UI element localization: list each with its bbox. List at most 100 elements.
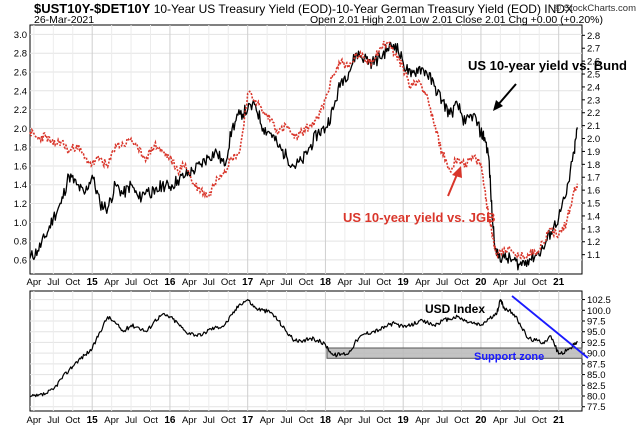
stockcharts-brand: © StockCharts.com (554, 3, 636, 14)
top-x-tick-label: Jul (280, 277, 292, 288)
top-x-tick-label: Oct (299, 277, 314, 288)
top-x-tick-label: Apr (26, 277, 41, 288)
bottom-x-tick-label: Oct (454, 415, 469, 426)
right-tick-label: 1.5 (587, 199, 600, 210)
bund-annotation: US 10-year yield vs. Bund (468, 58, 627, 73)
bottom-x-tick-label: Jul (125, 415, 137, 426)
top-x-tick-label: Apr (493, 277, 508, 288)
bottom-x-tick-label: 21 (553, 415, 565, 426)
jgb-spread-series (29, 40, 579, 261)
bottom-x-tick-label: Apr (493, 415, 508, 426)
left-tick-label: 0.8 (14, 237, 27, 248)
left-tick-label: 1.4 (14, 180, 27, 191)
jgb-arrow (447, 166, 462, 197)
top-x-tick-label: Apr (337, 277, 352, 288)
bund-arrow (493, 83, 517, 111)
left-tick-label: 2.2 (14, 105, 27, 116)
bottom-x-tick-label: 18 (320, 415, 332, 426)
chart-description: 10-Year US Treasury Yield (EOD)-10-Year … (153, 2, 573, 16)
top-gridlines (30, 25, 582, 274)
bund-spread-series (29, 41, 578, 271)
bottom-gridlines (30, 291, 582, 411)
right-tick-label: 1.8 (587, 160, 600, 171)
bottom-x-tick-label: Oct (376, 415, 391, 426)
top-x-tick-label: Jul (47, 277, 59, 288)
usd-tick-label: 102.5 (587, 295, 611, 306)
bottom-x-tick-label: Apr (337, 415, 352, 426)
usd-tick-label: 92.5 (587, 338, 606, 349)
top-x-tick-label: Oct (454, 277, 469, 288)
bottom-x-tick-label: Oct (299, 415, 314, 426)
support-zone-label: Support zone (474, 351, 544, 363)
bottom-x-tick-label: 20 (475, 415, 487, 426)
bottom-x-tick-label: Jul (436, 415, 448, 426)
top-x-tick-label: Oct (376, 277, 391, 288)
top-x-tick-label: Apr (260, 277, 275, 288)
left-tick-label: 1.2 (14, 199, 27, 210)
top-x-tick-label: Jul (436, 277, 448, 288)
left-tick-label: 0.6 (14, 255, 27, 266)
bottom-x-tick-label: Apr (104, 415, 119, 426)
chart-date: 26-Mar-2021 (34, 14, 95, 26)
usd-tick-label: 100.0 (587, 306, 611, 317)
top-x-tick-label: 18 (320, 277, 332, 288)
bottom-x-axis: Apr Jul Oct 15 Apr Jul Oct 16 Apr Jul Oct 17 Apr Jul O… (26, 415, 564, 426)
usd-tick-label: 90.0 (587, 349, 606, 360)
bottom-x-tick-label: Apr (260, 415, 275, 426)
ohlc-readout: Open 2.01 High 2.01 Low 2.01 Close 2.01 … (309, 14, 603, 26)
top-x-tick-label: 20 (475, 277, 487, 288)
right-tick-label: 2.4 (587, 82, 600, 93)
left-tick-label: 1.6 (14, 161, 27, 172)
left-tick-label: 1.0 (14, 218, 27, 229)
usd-tick-label: 87.5 (587, 359, 606, 370)
right-tick-label: 2.1 (587, 121, 600, 132)
bottom-x-tick-label: Jul (280, 415, 292, 426)
top-x-tick-label: 21 (553, 277, 565, 288)
left-tick-label: 2.8 (14, 49, 27, 60)
bottom-x-tick-label: Oct (532, 415, 547, 426)
chart-title-line: $UST10Y-$DET10Y 10-Year US Treasury Yiel… (34, 1, 573, 16)
bottom-x-tick-label: Apr (182, 415, 197, 426)
bottom-x-tick-label: Oct (143, 415, 158, 426)
chart-symbol: $UST10Y-$DET10Y (34, 1, 151, 16)
bottom-x-tick-label: 16 (164, 415, 176, 426)
top-x-tick-label: Jul (203, 277, 215, 288)
right-tick-label: 2.7 (587, 44, 600, 55)
top-x-tick-label: 19 (398, 277, 410, 288)
right-tick-label: 2.8 (587, 31, 600, 42)
usd-index-series (29, 299, 578, 398)
bottom-x-tick-label: 17 (242, 415, 254, 426)
top-x-tick-label: Apr (104, 277, 119, 288)
right-tick-label: 2.2 (587, 108, 600, 119)
right-tick-label: 1.6 (587, 186, 600, 197)
right-tick-label: 1.2 (587, 237, 600, 248)
top-x-tick-label: 17 (242, 277, 254, 288)
bottom-x-tick-label: Apr (26, 415, 41, 426)
usd-tick-label: 97.5 (587, 317, 606, 328)
top-x-tick-label: Jul (514, 277, 526, 288)
usd-tick-label: 95.0 (587, 327, 606, 338)
usd-index-label: USD Index (425, 302, 485, 316)
top-x-tick-label: Jul (125, 277, 137, 288)
top-x-tick-label: 15 (87, 277, 99, 288)
top-x-tick-label: Oct (65, 277, 80, 288)
right-tick-label: 1.1 (587, 250, 600, 261)
bottom-x-tick-label: Jul (203, 415, 215, 426)
left-tick-label: 2.4 (14, 86, 27, 97)
top-x-tick-label: Oct (143, 277, 158, 288)
right-tick-label: 2.5 (587, 70, 600, 81)
top-x-tick-label: Oct (221, 277, 236, 288)
top-x-tick-label: Apr (415, 277, 430, 288)
bottom-x-tick-label: Jul (358, 415, 370, 426)
top-x-tick-label: Jul (358, 277, 370, 288)
left-tick-label: 2.6 (14, 67, 27, 78)
top-x-axis: Apr Jul Oct 15 Apr Jul Oct 16 Apr Jul Oct 17 Apr Jul O… (26, 277, 564, 288)
left-tick-label: 2.0 (14, 124, 27, 135)
bottom-x-tick-label: Oct (221, 415, 236, 426)
bottom-x-tick-label: 19 (398, 415, 410, 426)
top-x-tick-label: Oct (532, 277, 547, 288)
bottom-right-axis: 102.5100.097.595.092.590.087.585.082.580… (582, 295, 611, 413)
right-tick-label: 1.7 (587, 173, 600, 184)
usd-tick-label: 80.0 (587, 392, 606, 403)
